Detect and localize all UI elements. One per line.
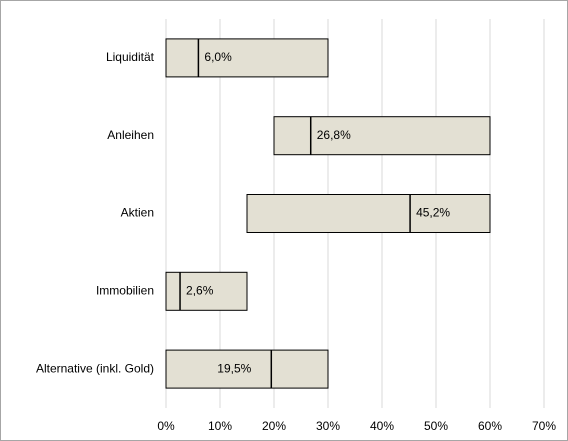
x-tick-label: 40% bbox=[370, 419, 394, 433]
y-tick-label: Aktien bbox=[121, 206, 154, 220]
data-label: 45,2% bbox=[416, 206, 450, 220]
y-tick-label: Liquidität bbox=[106, 50, 155, 64]
y-tick-label: Immobilien bbox=[96, 283, 154, 297]
range-bar bbox=[165, 38, 329, 78]
y-tick-label: Alternative (inkl. Gold) bbox=[36, 361, 154, 375]
range-bar bbox=[246, 194, 491, 233]
x-tick-label: 60% bbox=[478, 419, 502, 433]
data-label: 26,8% bbox=[317, 128, 351, 142]
x-tick-label: 70% bbox=[532, 419, 556, 433]
data-label: 2,6% bbox=[186, 283, 214, 297]
data-label: 6,0% bbox=[204, 50, 232, 64]
data-label: 19,5% bbox=[217, 361, 251, 375]
x-tick-label: 0% bbox=[157, 419, 175, 433]
range-bar bbox=[273, 116, 491, 156]
x-tick-label: 10% bbox=[208, 419, 232, 433]
x-tick-label: 50% bbox=[424, 419, 448, 433]
y-tick-label: Anleihen bbox=[107, 128, 154, 142]
x-tick-label: 30% bbox=[316, 419, 340, 433]
range-bar bbox=[165, 349, 329, 389]
x-tick-label: 20% bbox=[262, 419, 286, 433]
